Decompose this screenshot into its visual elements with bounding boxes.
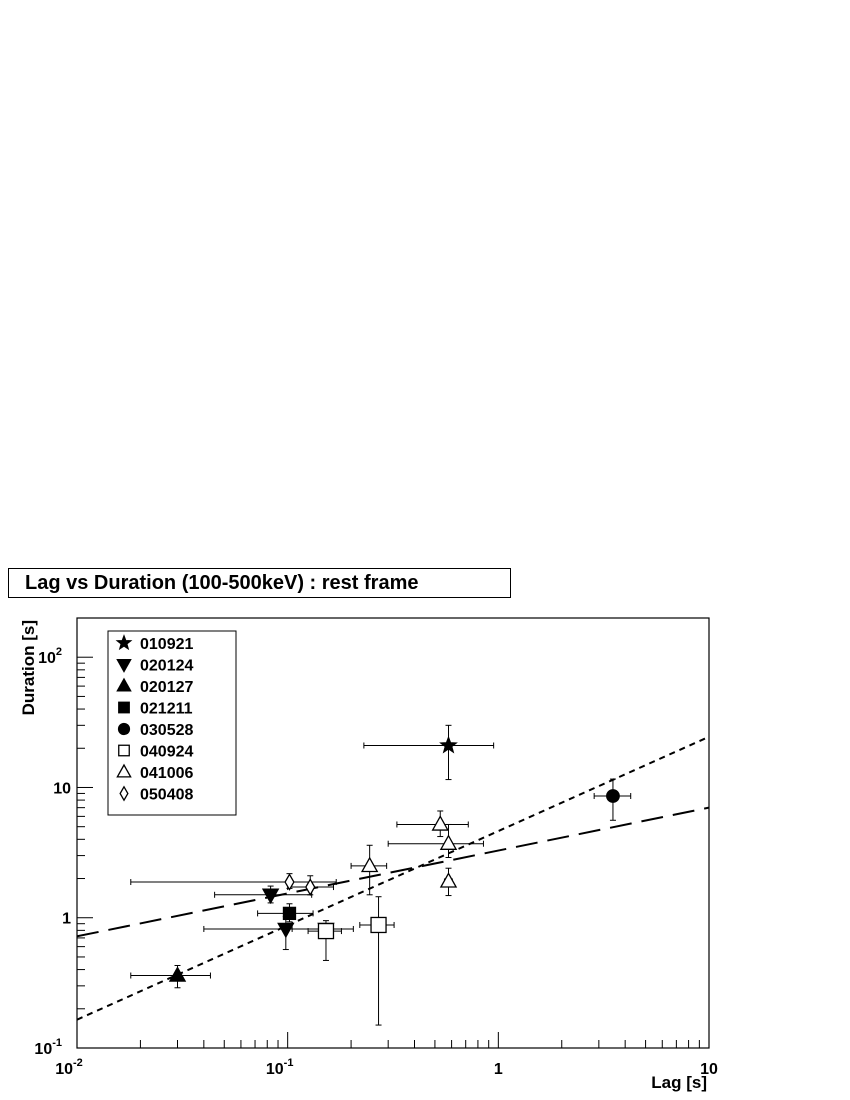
fit-lines: [77, 735, 709, 1021]
legend-label-050408: 050408: [140, 787, 193, 804]
data-point-041006: [439, 834, 458, 850]
data-markers: [168, 735, 620, 982]
data-point-020124: [261, 888, 280, 905]
y-tick-label: 10: [53, 780, 71, 797]
y-axis-label: Duration [s]: [19, 620, 38, 715]
y-tick-label: 102: [38, 646, 62, 667]
data-point-010921: [439, 735, 458, 754]
legend-label-041006: 041006: [140, 765, 193, 782]
x-tick-label: 10: [700, 1061, 718, 1078]
x-tick-label: 1: [494, 1061, 503, 1078]
x-tick-label: 10-2: [55, 1057, 83, 1078]
axis-ticks: [76, 617, 700, 1049]
legend-marker-040924: [118, 744, 130, 757]
legend-label-010921: 010921: [140, 636, 193, 653]
data-point-050408: [305, 878, 316, 896]
data-point-020124: [277, 922, 295, 939]
legend-label-040924: 040924: [140, 744, 193, 761]
x-tick-label: 10-1: [266, 1057, 294, 1078]
legend-marker-020127: [116, 677, 132, 692]
legend-marker-050408: [119, 785, 129, 802]
legend-marker-021211: [118, 701, 130, 714]
x-axis-label: Lag [s]: [651, 1073, 707, 1092]
data-point-021211: [282, 906, 297, 921]
data-point-050408: [284, 873, 295, 891]
fit-line-long-dash: [77, 806, 709, 938]
data-point-041006: [360, 856, 379, 873]
data-point-040924: [370, 916, 387, 934]
data-point-030528: [606, 789, 620, 803]
data-point-041006: [439, 872, 458, 888]
legend-label-020127: 020127: [140, 679, 193, 696]
legend-marker-030528: [117, 722, 131, 736]
plot-frame: [76, 617, 710, 1049]
legend-marker-041006: [116, 763, 132, 778]
legend-label-020124: 020124: [140, 658, 193, 675]
legend-label-030528: 030528: [140, 722, 193, 739]
y-tick-label: 1: [62, 911, 71, 928]
fit-line-short-dash: [77, 735, 709, 1021]
data-point-040924: [317, 922, 335, 940]
y-tick-label: 10-1: [34, 1037, 62, 1058]
legend: 010921 020124 020127 021211 030528 040924 0410…: [107, 630, 237, 816]
data-point-041006: [431, 815, 449, 831]
chart-title: Lag vs Duration (100-500keV) : rest fram…: [8, 568, 511, 598]
legend-marker-010921: [115, 634, 133, 651]
data-point-020127: [168, 966, 187, 982]
legend-marker-020124: [116, 658, 132, 673]
legend-label-021211: 021211: [140, 701, 193, 718]
